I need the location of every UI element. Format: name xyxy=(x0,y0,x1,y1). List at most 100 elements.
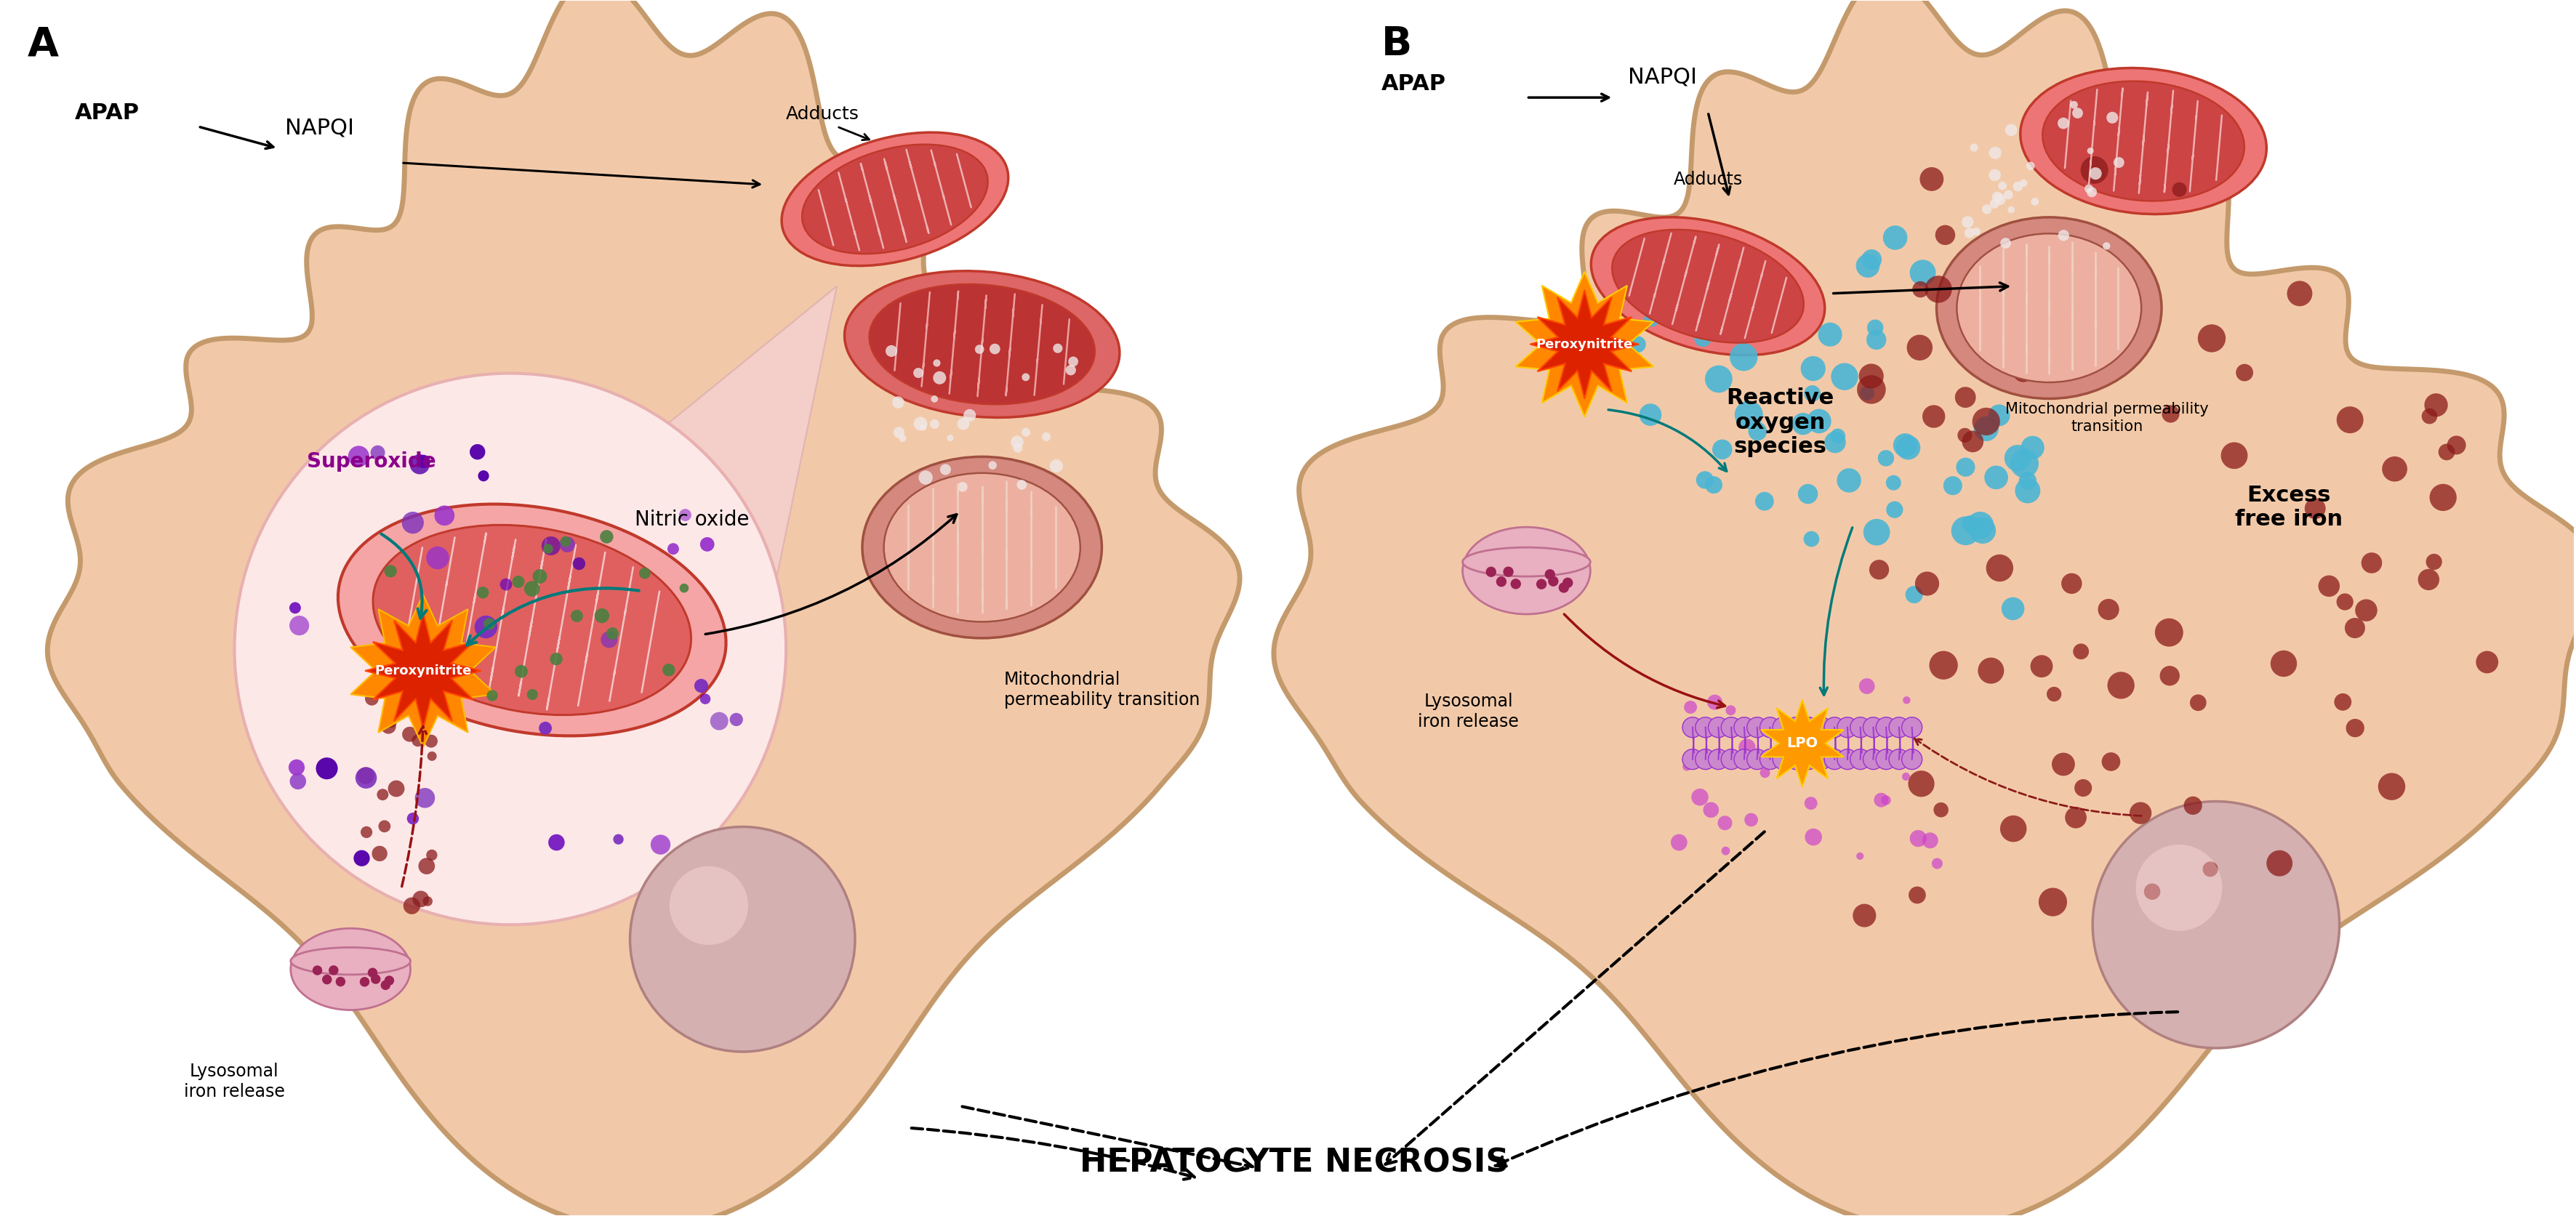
Circle shape xyxy=(1924,276,1953,303)
Polygon shape xyxy=(366,613,482,728)
Circle shape xyxy=(2081,156,2107,184)
Circle shape xyxy=(2427,553,2442,570)
Circle shape xyxy=(2030,198,2038,206)
Circle shape xyxy=(1965,227,1976,238)
Circle shape xyxy=(2107,671,2136,699)
Circle shape xyxy=(2074,643,2089,659)
Circle shape xyxy=(549,653,562,665)
Circle shape xyxy=(477,586,489,598)
Polygon shape xyxy=(1515,271,1654,417)
Circle shape xyxy=(2172,182,2187,197)
Circle shape xyxy=(2269,651,2298,677)
Circle shape xyxy=(2004,190,2012,199)
Circle shape xyxy=(572,609,582,623)
Circle shape xyxy=(1682,762,1692,771)
Circle shape xyxy=(2334,693,2352,710)
Circle shape xyxy=(1721,846,1731,855)
Circle shape xyxy=(2429,484,2458,511)
Circle shape xyxy=(1860,364,1883,389)
Circle shape xyxy=(1708,694,1723,710)
Circle shape xyxy=(469,444,484,460)
Circle shape xyxy=(933,360,940,367)
Circle shape xyxy=(549,834,564,851)
Circle shape xyxy=(1793,412,1814,435)
Circle shape xyxy=(523,581,541,597)
Circle shape xyxy=(2014,478,2040,503)
Circle shape xyxy=(1708,749,1728,770)
Circle shape xyxy=(2061,573,2081,593)
Circle shape xyxy=(1886,501,1904,518)
Circle shape xyxy=(1981,204,1991,214)
Ellipse shape xyxy=(337,505,726,736)
Circle shape xyxy=(667,544,680,554)
Circle shape xyxy=(2071,108,2084,118)
Text: HEPATOCYTE NECROSIS: HEPATOCYTE NECROSIS xyxy=(1079,1148,1510,1178)
Circle shape xyxy=(1633,275,1654,295)
Circle shape xyxy=(662,664,675,676)
Circle shape xyxy=(948,435,953,441)
Ellipse shape xyxy=(1592,218,1824,355)
Circle shape xyxy=(379,820,392,833)
Circle shape xyxy=(914,368,922,378)
Circle shape xyxy=(2058,230,2069,241)
Circle shape xyxy=(1682,749,1703,770)
Circle shape xyxy=(1850,749,1870,770)
Circle shape xyxy=(1875,717,1896,738)
Circle shape xyxy=(1909,831,1927,848)
Circle shape xyxy=(2009,450,2038,478)
Circle shape xyxy=(1922,833,1937,849)
Circle shape xyxy=(1901,749,1922,770)
Circle shape xyxy=(652,834,670,855)
Circle shape xyxy=(1631,336,1646,353)
Circle shape xyxy=(2048,687,2061,702)
Circle shape xyxy=(2012,361,2035,382)
Text: NAPQI: NAPQI xyxy=(1628,67,1698,88)
Circle shape xyxy=(1919,167,1945,191)
Circle shape xyxy=(2344,618,2365,638)
Circle shape xyxy=(368,968,379,978)
Circle shape xyxy=(381,719,397,733)
Circle shape xyxy=(361,827,374,838)
Circle shape xyxy=(358,767,374,784)
Circle shape xyxy=(1695,749,1716,770)
Circle shape xyxy=(1564,578,1574,589)
Circle shape xyxy=(2102,753,2120,771)
Text: Superoxide: Superoxide xyxy=(307,451,435,472)
Circle shape xyxy=(1942,477,1963,495)
Circle shape xyxy=(680,508,690,522)
Circle shape xyxy=(729,713,742,726)
Circle shape xyxy=(2143,884,2161,900)
Circle shape xyxy=(1950,517,1981,545)
Circle shape xyxy=(417,455,430,468)
Circle shape xyxy=(407,812,420,824)
Polygon shape xyxy=(667,286,837,578)
Circle shape xyxy=(435,506,453,525)
Circle shape xyxy=(1973,227,1981,236)
Circle shape xyxy=(1790,732,1806,748)
Circle shape xyxy=(371,445,384,460)
Circle shape xyxy=(2087,147,2094,154)
Circle shape xyxy=(428,751,438,761)
Circle shape xyxy=(1955,457,1976,477)
Circle shape xyxy=(1909,771,1935,796)
Circle shape xyxy=(1955,387,1976,407)
Circle shape xyxy=(538,721,551,734)
Circle shape xyxy=(1860,679,1875,694)
Circle shape xyxy=(2002,238,2012,248)
Circle shape xyxy=(1989,199,1999,208)
Circle shape xyxy=(605,627,618,640)
Circle shape xyxy=(1718,816,1731,831)
Circle shape xyxy=(1664,244,1695,274)
Circle shape xyxy=(1857,852,1862,860)
Circle shape xyxy=(1010,435,1023,449)
Circle shape xyxy=(933,371,945,384)
Circle shape xyxy=(2058,118,2069,129)
Circle shape xyxy=(1873,793,1888,807)
Circle shape xyxy=(711,713,729,730)
Circle shape xyxy=(353,850,371,866)
Circle shape xyxy=(1069,356,1079,366)
Circle shape xyxy=(1906,586,1922,603)
Circle shape xyxy=(1886,475,1901,490)
Circle shape xyxy=(1546,569,1556,580)
Circle shape xyxy=(701,693,711,704)
